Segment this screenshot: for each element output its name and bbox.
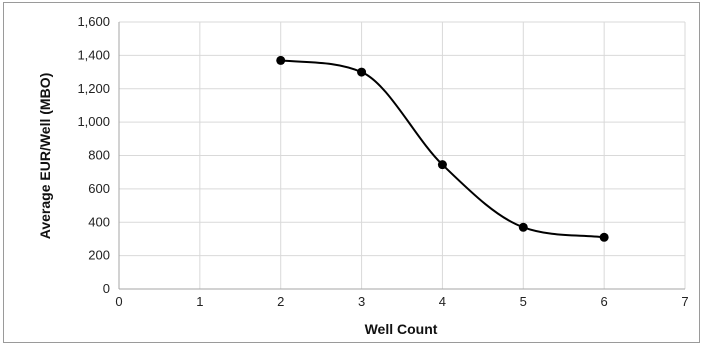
y-axis-ticks: 0 200 400 600 800 1,000 1,200 1,400 1,600 (77, 14, 110, 296)
x-tick-label: 5 (520, 294, 527, 309)
plot-area (118, 22, 685, 290)
data-point (518, 222, 528, 232)
data-point (437, 160, 447, 170)
x-tick-label: 4 (439, 294, 446, 309)
y-tick-label: 200 (88, 248, 110, 263)
gridlines (118, 21, 686, 290)
x-tick-label: 7 (681, 294, 688, 309)
y-tick-label: 0 (103, 281, 110, 296)
data-point (357, 67, 367, 77)
y-tick-label: 1,000 (77, 114, 110, 129)
y-tick-label: 1,200 (77, 81, 110, 96)
y-tick-label: 1,400 (77, 47, 110, 62)
y-tick-label: 400 (88, 214, 110, 229)
data-point (599, 232, 609, 242)
x-axis-title: Well Count (365, 321, 438, 337)
x-axis-ticks: 0 1 2 3 4 5 6 7 (115, 294, 688, 309)
x-tick-label: 3 (358, 294, 365, 309)
x-tick-label: 1 (196, 294, 203, 309)
y-tick-label: 600 (88, 181, 110, 196)
x-tick-label: 0 (115, 294, 122, 309)
y-axis-title: Average EUR/Well (MBO) (37, 73, 53, 239)
x-tick-label: 2 (277, 294, 284, 309)
y-tick-label: 1,600 (77, 14, 110, 29)
y-tick-label: 800 (88, 148, 110, 163)
data-point (276, 55, 286, 65)
series-points (276, 55, 609, 242)
x-tick-label: 6 (601, 294, 608, 309)
